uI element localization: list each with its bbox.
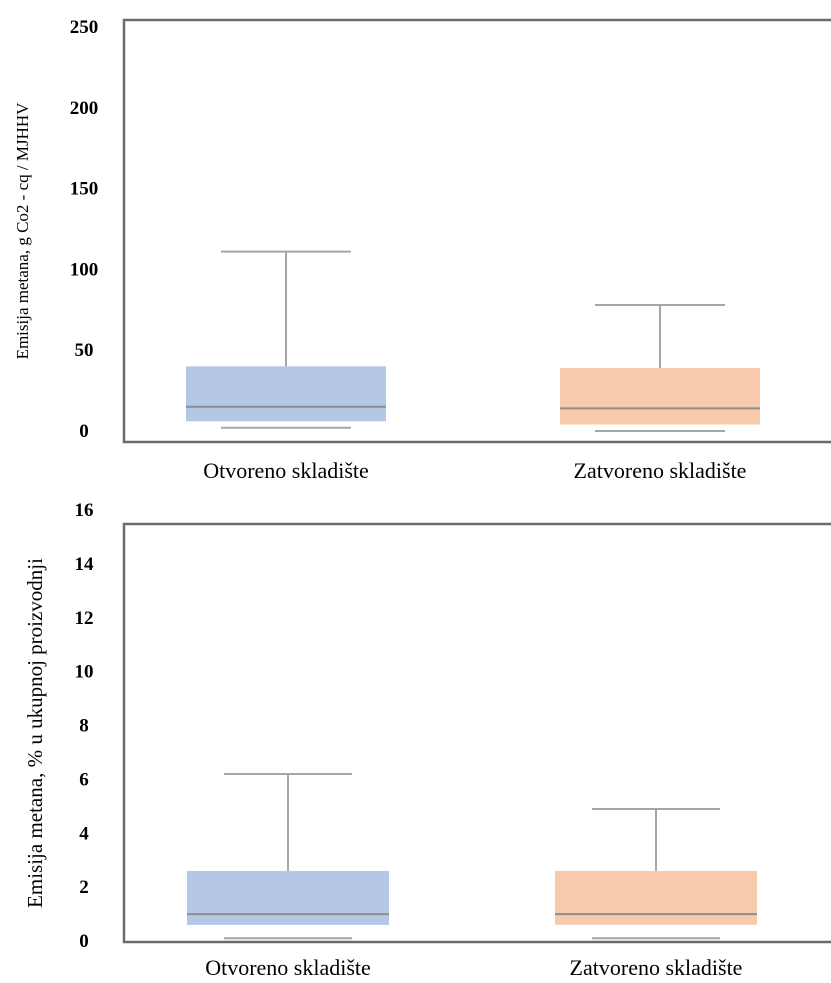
chart2-ytick-label: 0 [79,931,89,952]
chart2-y-axis-label: Emisija metana, % u ukupnoj proizvodnji [23,558,47,908]
chart2-category-label: Zatvoreno skladište [570,955,743,980]
chart2-ytick-label: 4 [79,823,89,844]
chart2-plot-frame [122,522,831,944]
chart2-ytick-label: 8 [79,716,89,737]
chart1-ytick-label: 150 [70,179,99,200]
chart2-ytick-label: 16 [75,500,94,521]
chart1-category-label: Otvoreno skladište [203,458,369,483]
chart2-ytick-label: 14 [75,554,95,575]
chart1-box-2 [560,367,760,425]
chart2-box-2 [555,870,757,925]
chart1-ytick-label: 0 [79,421,89,442]
chart1-plot-frame [122,18,831,444]
chart1-ytick-label: 250 [70,17,99,38]
chart1-ytick-label: 100 [70,259,99,280]
chart1-category-label: Zatvoreno skladište [574,458,747,483]
chart2-category-label: Otvoreno skladište [205,955,371,980]
chart2-ytick-label: 12 [75,608,94,629]
chart2-ytick-label: 2 [79,877,89,898]
chart1-y-axis-label: Emisija metana, g Co2 - cq / MJHHV [13,102,32,360]
chart1-ytick-label: 50 [75,340,94,361]
chart1-ytick-label: 200 [70,98,99,119]
chart1-box-1 [186,366,386,422]
chart2-ytick-label: 10 [75,662,94,683]
chart2-box-1 [187,870,389,925]
chart2-ytick-label: 6 [79,769,89,790]
